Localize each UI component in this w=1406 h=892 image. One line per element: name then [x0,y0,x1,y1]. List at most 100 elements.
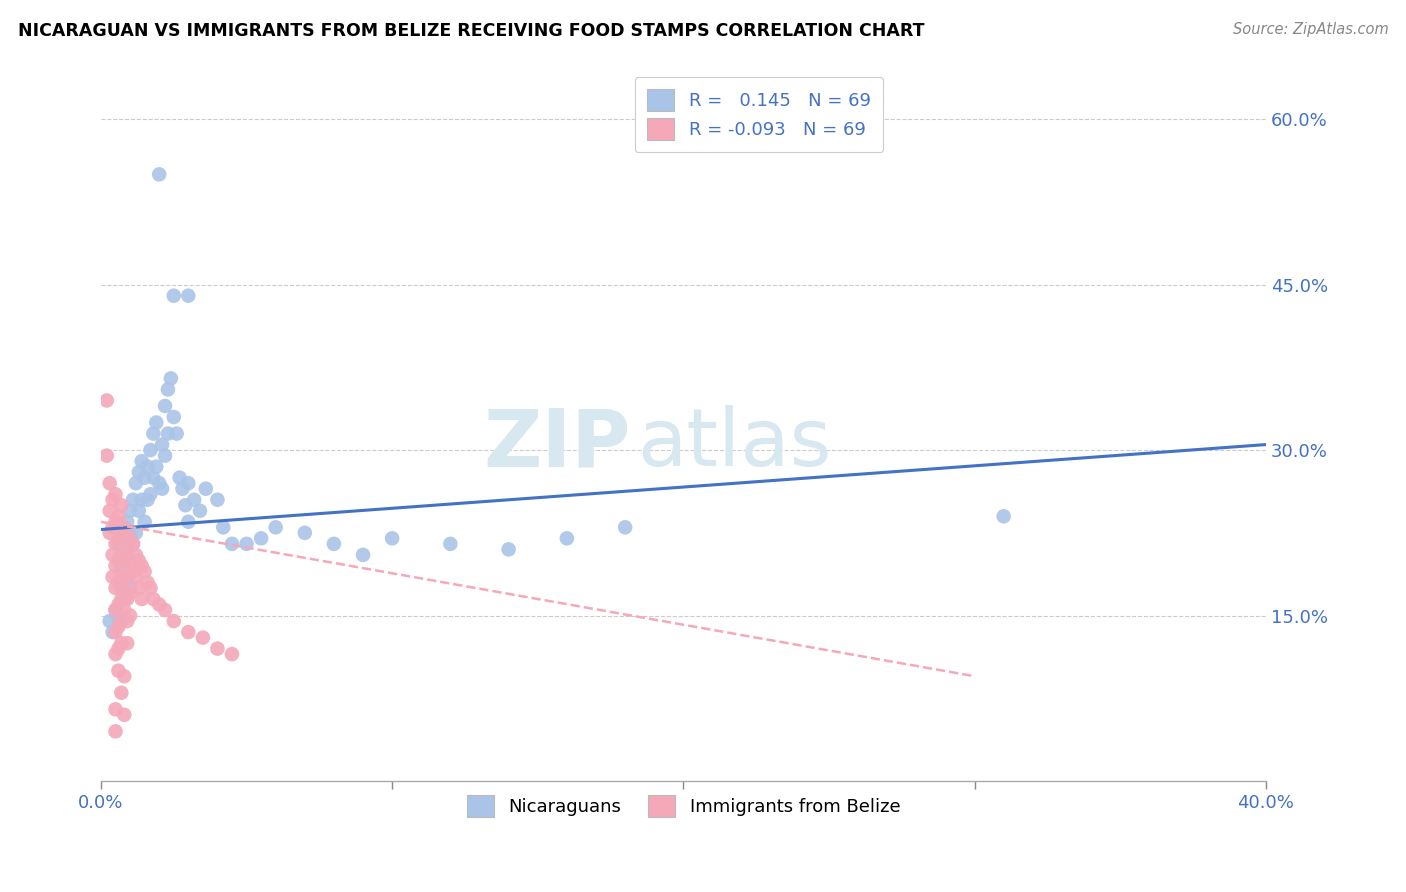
Point [125,570,148,584]
Point [104,581,127,595]
Point [221,537,243,551]
Point [110,558,132,573]
Point [221,647,243,661]
Point [148,476,170,491]
Point [115,592,138,607]
Point [120,558,142,573]
Text: ZIP: ZIP [484,405,631,483]
Point [107,532,129,546]
Point [112,520,135,534]
Point [381,532,404,546]
Point [115,570,138,584]
Point [993,509,1015,524]
Point [110,592,132,607]
Point [128,553,150,567]
Point [235,537,257,551]
Point [104,702,127,716]
Point [104,558,127,573]
Point [107,598,129,612]
Point [110,570,132,584]
Text: atlas: atlas [637,405,831,483]
Point [122,565,145,579]
Point [112,553,135,567]
Point [115,570,138,584]
Point [131,592,153,607]
Point [110,686,132,700]
Point [110,614,132,628]
Point [264,520,287,534]
Point [145,416,167,430]
Point [153,603,176,617]
Point [150,437,173,451]
Point [183,492,205,507]
Point [294,525,316,540]
Point [107,553,129,567]
Point [112,581,135,595]
Point [145,459,167,474]
Point [112,603,135,617]
Point [101,548,124,562]
Point [156,383,179,397]
Point [115,636,138,650]
Point [98,504,121,518]
Point [104,603,127,617]
Point [120,504,142,518]
Point [139,581,162,595]
Point [122,537,145,551]
Point [104,724,127,739]
Point [98,476,121,491]
Point [136,459,159,474]
Point [148,167,170,181]
Point [104,515,127,529]
Point [110,525,132,540]
Point [188,504,211,518]
Point [212,520,235,534]
Point [104,537,127,551]
Point [104,603,127,617]
Point [177,625,200,640]
Point [174,498,197,512]
Point [139,443,162,458]
Text: NICARAGUAN VS IMMIGRANTS FROM BELIZE RECEIVING FOOD STAMPS CORRELATION CHART: NICARAGUAN VS IMMIGRANTS FROM BELIZE REC… [18,22,925,40]
Point [142,426,165,441]
Point [107,575,129,590]
Point [107,509,129,524]
Point [177,476,200,491]
Point [153,449,176,463]
Point [128,581,150,595]
Point [107,611,129,625]
Point [136,575,159,590]
Point [163,410,186,425]
Text: Source: ZipAtlas.com: Source: ZipAtlas.com [1233,22,1389,37]
Point [177,288,200,302]
Point [166,426,188,441]
Point [128,504,150,518]
Point [614,520,637,534]
Point [107,619,129,633]
Point [122,537,145,551]
Point [115,548,138,562]
Point [134,515,156,529]
Point [250,532,273,546]
Point [125,548,148,562]
Point [177,515,200,529]
Point [107,664,129,678]
Point [101,570,124,584]
Point [153,399,176,413]
Point [101,625,124,640]
Point [136,492,159,507]
Point [104,647,127,661]
Point [163,614,186,628]
Legend: Nicaraguans, Immigrants from Belize: Nicaraguans, Immigrants from Belize [457,786,910,826]
Point [110,636,132,650]
Point [112,669,135,683]
Point [191,631,214,645]
Point [115,515,138,529]
Point [112,707,135,722]
Point [120,581,142,595]
Point [120,586,142,600]
Point [112,592,135,607]
Point [322,537,344,551]
Point [98,525,121,540]
Point [134,565,156,579]
